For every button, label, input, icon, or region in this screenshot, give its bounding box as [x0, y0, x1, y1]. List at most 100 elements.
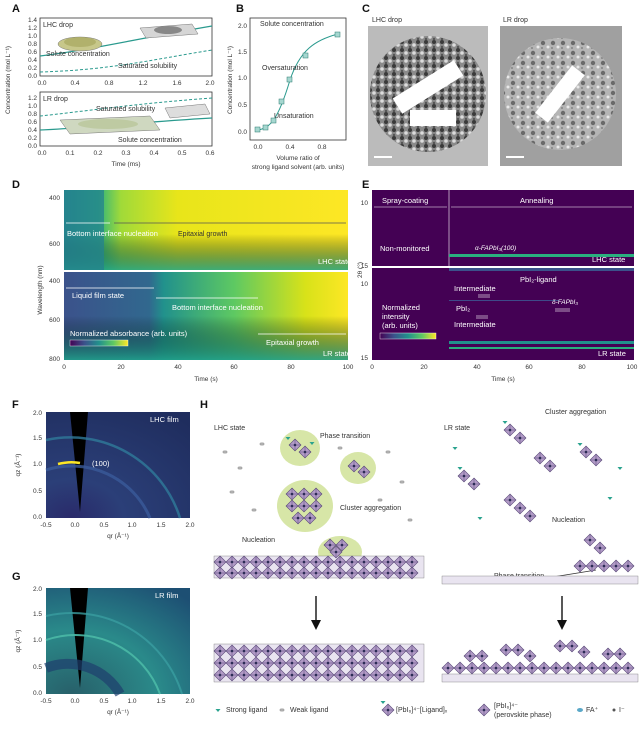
h-lr-state: LR state	[444, 425, 470, 432]
g-yticks: 0.0 0.5 1.0 1.5 2.0	[33, 586, 42, 697]
h-oct	[513, 501, 527, 515]
h-weak-ligand-icon	[259, 442, 265, 446]
a-bot-solute-label: Solute concentration	[118, 137, 182, 144]
d-xtick: 40	[174, 364, 182, 371]
e-bot-state: LR state	[598, 349, 626, 358]
h-oct	[533, 451, 547, 465]
h-oct	[583, 533, 597, 547]
e-top-alpha-line	[449, 254, 634, 257]
h-oct	[457, 469, 471, 483]
h-weak-ligand-icon	[399, 480, 405, 484]
h-strong-ligand-icon	[452, 447, 458, 450]
h-lr-film-octahedra	[441, 639, 635, 675]
f-ylabel: qz (Å⁻¹)	[13, 454, 22, 477]
a-top-ytick: 0.2	[28, 65, 37, 72]
h-weak-ligand-icon	[237, 466, 243, 470]
panel-e: 2θ (°) 10 15 Spray-coating Annealing Non…	[356, 190, 638, 383]
g-xtick: 2.0	[185, 698, 194, 705]
panel-g: LR film qz (Å⁻¹) 0.0 0.5 1.0 1.5 2.0 -0.…	[13, 586, 195, 716]
h-oct	[501, 661, 515, 675]
a-bot-film-icon	[59, 115, 161, 135]
e-ytick: 15	[361, 263, 369, 270]
legend-i: I⁻	[619, 707, 625, 714]
h-oct	[553, 639, 567, 653]
g-xtick: 1.5	[156, 698, 165, 705]
h-oct	[441, 661, 455, 675]
f-ytick: 0.0	[33, 514, 42, 521]
panel-f: LHC film (100) qz (Å⁻¹) 0.0 0.5 1.0 1.5 …	[13, 410, 195, 540]
h-oct	[523, 509, 537, 523]
a-top-ytick: 0.0	[28, 73, 37, 80]
e-ytick: 10	[361, 281, 369, 288]
h-strong-ligand-icon	[577, 443, 583, 446]
b-xtick: 0.8	[317, 144, 326, 151]
h-lhc-state: LHC state	[214, 425, 245, 432]
h-lr-substrate	[441, 559, 639, 585]
g-xtick: 0.5	[99, 698, 108, 705]
b-point	[302, 52, 309, 59]
f-xticks: -0.5 0.0 0.5 1.0 1.5 2.0	[40, 522, 194, 529]
panel-a-bottom-xticks: 0.0 0.1 0.2 0.3 0.4 0.5 0.6	[37, 150, 214, 157]
d-top-bottom-interface: Bottom interface nucleation	[67, 229, 158, 238]
d-top-heat-shade	[64, 190, 348, 270]
d-bot-epitaxial: Epitaxial growth	[266, 338, 319, 347]
panel-label-d: D	[12, 179, 20, 191]
e-xtick: 80	[578, 364, 586, 371]
d-top-early	[64, 190, 104, 270]
a-bot-saturated-curve	[39, 97, 213, 117]
a-top-xtick: 1.6	[172, 80, 181, 87]
g-ytick: 0.5	[33, 664, 42, 671]
e-bot-top-strip	[449, 268, 634, 271]
h-strong-ligand-icon	[617, 467, 623, 470]
e-xtick: 0	[370, 364, 374, 371]
h-oct	[565, 639, 579, 653]
d-xtick: 100	[343, 364, 354, 371]
panel-label-f: F	[12, 399, 19, 411]
a-top-xtick: 0.0	[37, 80, 46, 87]
e-pbi2: PbI₂	[456, 304, 470, 313]
d-top-yticks: 400 600	[49, 195, 60, 248]
h-oct	[463, 649, 477, 663]
e-colorbar	[379, 332, 437, 340]
h-legend: Strong ligand Weak ligand [PbI₆]⁴⁻[Ligan…	[215, 701, 625, 719]
h-cluster-agg: Cluster aggregation	[340, 505, 401, 512]
e-bot-line-1	[449, 341, 634, 344]
f-ring-1	[45, 464, 152, 519]
legend-perov-icon	[477, 703, 491, 717]
e-bot-line-2	[449, 347, 634, 349]
f-ring-2	[45, 436, 182, 519]
h-lr-film-base	[441, 673, 639, 683]
panel-label-b: B	[236, 3, 244, 15]
f-xtick: 1.5	[156, 522, 165, 529]
h-strong-ligand-icon	[457, 467, 463, 470]
h-oct	[573, 661, 587, 675]
a-bot-ytick: 0.4	[28, 127, 37, 134]
h-strong-ligand-icon	[607, 497, 613, 500]
g-xtick: 0.0	[70, 698, 79, 705]
panel-b-yticks: 0.0 0.5 1.0 1.5 2.0	[238, 23, 247, 136]
h-oct	[601, 647, 615, 661]
d-ytick: 400	[49, 278, 60, 285]
e-xticks: 0 20 40 60 80 100	[370, 364, 638, 371]
b-label-solute: Solute concentration	[260, 21, 324, 28]
f-title: LHC film	[150, 415, 179, 424]
e-xtick: 40	[473, 364, 481, 371]
panel-label-h: H	[200, 399, 208, 411]
e-bot-bg	[372, 268, 634, 360]
f-xtick: 2.0	[185, 522, 194, 529]
d-top-state: LHC state	[318, 257, 351, 266]
a-top-ytick: 1.4	[28, 17, 37, 24]
panel-b-frame	[249, 17, 347, 141]
d-ytick: 600	[49, 241, 60, 248]
h-oct	[489, 661, 503, 675]
g-xtick: -0.5	[40, 698, 52, 705]
a-bot-ytick: 0.0	[28, 143, 37, 150]
a-bot-ytick: 1.0	[28, 103, 37, 110]
panel-d-ylabel: Wavelength (nm)	[37, 265, 44, 314]
b-label-under: Unsaturation	[274, 113, 314, 120]
d-xticks: 0 20 40 60 80 100	[62, 364, 354, 371]
h-oct	[511, 643, 525, 657]
h-oct	[573, 559, 587, 573]
h-oct	[561, 661, 575, 675]
